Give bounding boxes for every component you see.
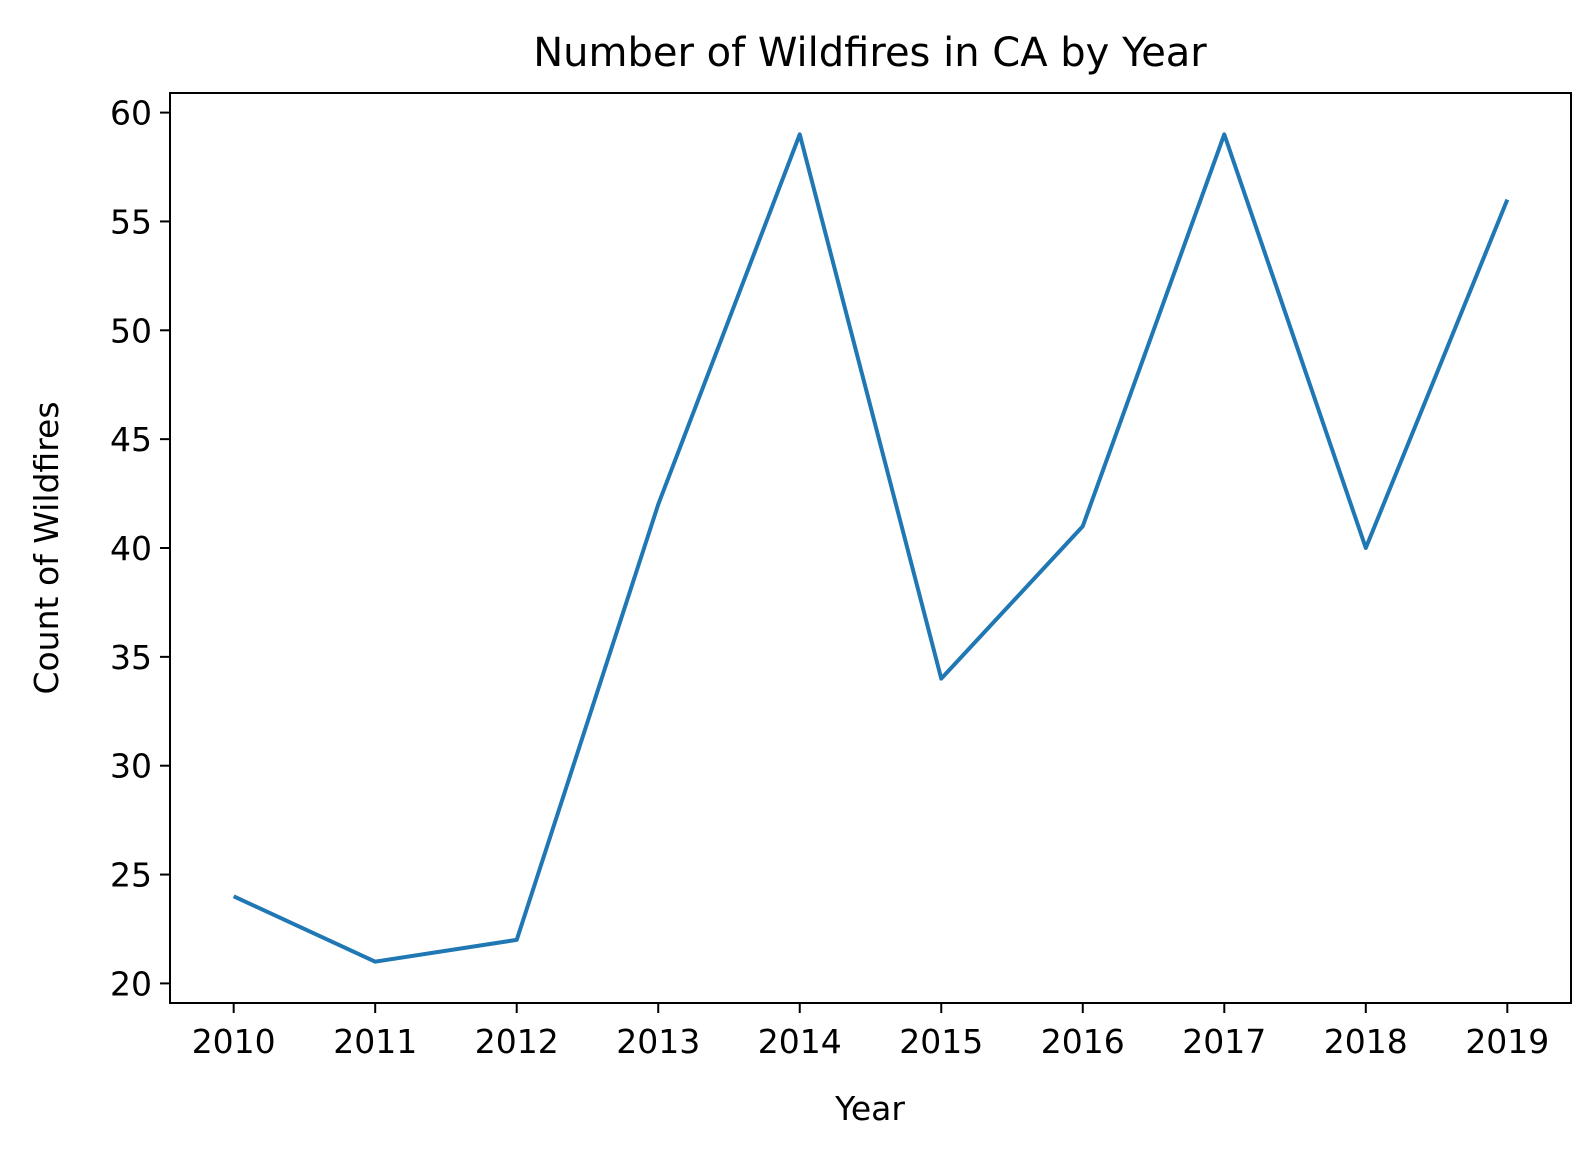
x-tick-label: 2015 bbox=[899, 1022, 983, 1061]
y-tick-label: 25 bbox=[110, 856, 152, 895]
y-tick-label: 60 bbox=[110, 94, 152, 133]
y-tick-label: 20 bbox=[110, 964, 152, 1003]
series-line-0 bbox=[232, 132, 1510, 964]
y-tick-label: 45 bbox=[110, 420, 152, 459]
x-axis-label: Year bbox=[834, 1089, 905, 1128]
x-axis-ticks: 2010 2011 2012 2013 2014 2015 2016 2017 2018 2019 bbox=[192, 1003, 1549, 1061]
y-tick-label: 30 bbox=[110, 747, 152, 786]
x-tick-label: 2014 bbox=[758, 1022, 842, 1061]
series-layer bbox=[232, 132, 1510, 964]
x-tick-label: 2010 bbox=[192, 1022, 276, 1061]
x-tick-label: 2018 bbox=[1324, 1022, 1408, 1061]
x-tick-label: 2016 bbox=[1041, 1022, 1125, 1061]
x-tick-label: 2019 bbox=[1465, 1022, 1549, 1061]
x-tick-label: 2012 bbox=[475, 1022, 559, 1061]
y-axis-label: Count of Wildfires bbox=[27, 401, 66, 694]
chart-title: Number of Wildfires in CA by Year bbox=[533, 30, 1207, 76]
y-axis-ticks: 20 25 30 35 40 45 50 55 60 bbox=[110, 94, 170, 1003]
y-tick-label: 55 bbox=[110, 202, 152, 241]
y-tick-label: 50 bbox=[110, 311, 152, 350]
x-tick-label: 2017 bbox=[1182, 1022, 1266, 1061]
x-tick-label: 2013 bbox=[616, 1022, 700, 1061]
x-tick-label: 2011 bbox=[333, 1022, 417, 1061]
y-tick-label: 40 bbox=[110, 529, 152, 568]
y-tick-label: 35 bbox=[110, 638, 152, 677]
